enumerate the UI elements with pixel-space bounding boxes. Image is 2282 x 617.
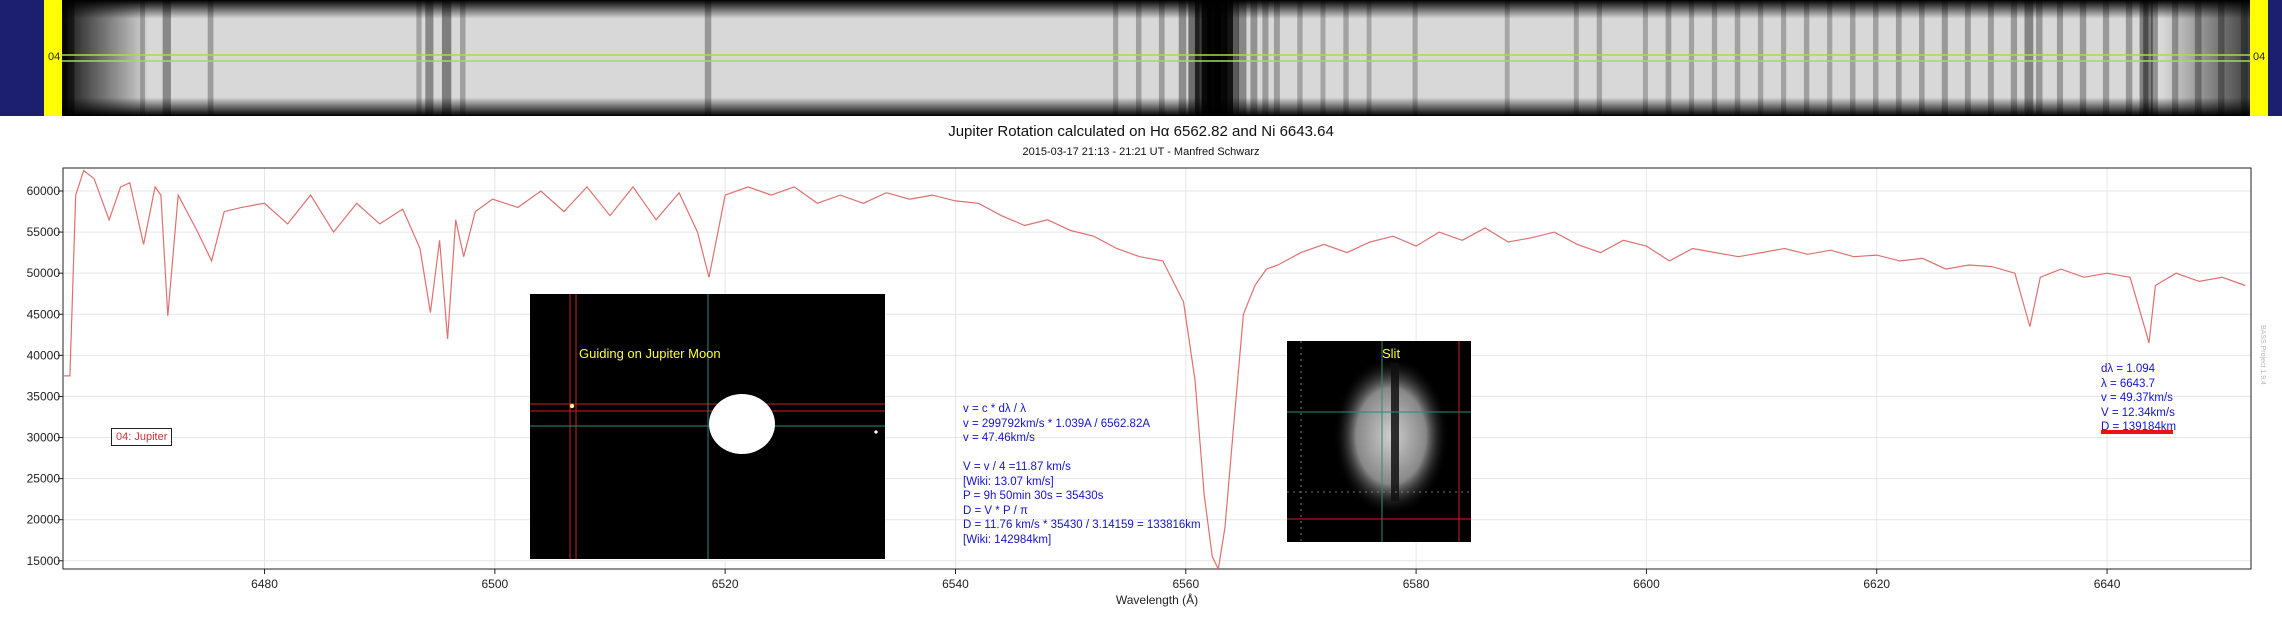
annotation-line: D = 11.76 km/s * 35430 / 3.14159 = 13381… — [963, 519, 1201, 531]
series-legend: 04: Jupiter — [111, 428, 173, 446]
y-tick-label: 45000 — [27, 307, 61, 321]
annotation-line: λ = 6643.7 — [2101, 377, 2156, 390]
x-tick-label: 6500 — [481, 577, 508, 591]
spectrum-strip — [62, 0, 2250, 116]
y-tick-label: 60000 — [27, 184, 61, 198]
moon-dot — [569, 403, 575, 409]
x-tick-label: 6520 — [712, 577, 739, 591]
y-tick-label: 15000 — [27, 554, 61, 568]
annotation-line: [Wiki: 13.07 km/s] — [963, 475, 1054, 488]
x-tick-label: 6540 — [942, 577, 969, 591]
series-line-jupiter — [63, 169, 2246, 571]
result-underline — [2101, 430, 2173, 434]
moon-panel-label: Guiding on Jupiter Moon — [579, 346, 721, 361]
annotation-line: v = c * dλ / λ — [963, 403, 1026, 415]
x-axis-label: Wavelength (Å) — [1116, 592, 1198, 607]
annotation-line: V = 12.34km/s — [2101, 406, 2175, 419]
annotation-line: D = V * P / π — [963, 504, 1028, 517]
y-tick-label: 55000 — [27, 225, 61, 239]
x-tick-label: 6600 — [1633, 577, 1660, 591]
y-tick-label: 40000 — [27, 348, 61, 362]
software-watermark: BASS Project 1.9.4 — [2259, 325, 2266, 385]
moon-guiding-image: Guiding on Jupiter Moon — [530, 294, 885, 559]
slit-panel-label: Slit — [1382, 346, 1401, 361]
x-tick-label: 6580 — [1403, 577, 1430, 591]
annotation-line: [Wiki: 142984km] — [963, 533, 1052, 546]
annotation-line: v = 49.37km/s — [2101, 392, 2173, 404]
slit-image: Slit — [1287, 341, 1471, 542]
annotation-line: v = 47.46km/s — [963, 432, 1035, 444]
annotation-line: v = 299792km/s * 1.039A / 6562.82A — [963, 417, 1151, 430]
jupiter-disc — [709, 394, 775, 454]
x-tick-label: 6640 — [2094, 577, 2121, 591]
annotation-line — [963, 446, 1201, 461]
spectrum-chart: 6480 6500 6520 6540 6560 6580 6600 6620 6640 1500… — [27, 167, 2252, 607]
chart-title: Jupiter Rotation calculated on Hα 6562.8… — [948, 123, 1334, 140]
y-tick-label: 20000 — [27, 513, 61, 527]
annotation-line: dλ = 1.094 — [2101, 363, 2156, 375]
x-tick-label: 6620 — [1863, 577, 1890, 591]
x-tick-label: 6560 — [1172, 577, 1199, 591]
annotation-line: P = 9h 50min 30s = 35430s — [963, 490, 1104, 502]
y-tick-label: 50000 — [27, 266, 61, 280]
chart-subtitle: 2015-03-17 21:13 - 21:21 UT - Manfred Sc… — [1022, 146, 1260, 158]
y-tick-label: 25000 — [27, 472, 61, 486]
spectrum-row-label-right: 04 — [2253, 51, 2266, 63]
nickel-line-result-text: dλ = 1.094 λ = 6643.7 v = 49.37km/s V = 12.… — [2101, 362, 2176, 435]
annotation-line: V = v / 4 =11.87 km/s — [963, 461, 1071, 473]
spectrum-right-border — [2250, 0, 2268, 116]
y-tick-label: 35000 — [27, 389, 61, 403]
spectrum-row-label-left: 04 — [48, 51, 61, 63]
rotation-calculation-text: v = c * dλ / λ v = 299792km/s * 1.039A / … — [963, 402, 1201, 547]
spectrum-left-border — [44, 0, 62, 116]
y-tick-label: 30000 — [27, 431, 61, 445]
x-tick-label: 6480 — [251, 577, 278, 591]
